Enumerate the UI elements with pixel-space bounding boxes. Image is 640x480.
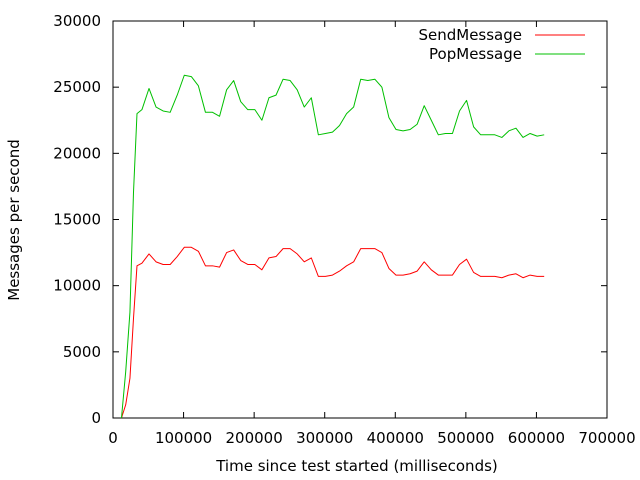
y-tick-label: 25000 [53, 78, 101, 96]
series-line-popmessage [120, 74, 545, 419]
legend: SendMessage PopMessage [418, 26, 585, 63]
y-tick-label: 15000 [53, 211, 101, 229]
series-line-sendmessage [120, 246, 545, 419]
x-axis-title: Time since test started (milliseconds) [215, 457, 498, 475]
series-lines [120, 74, 545, 419]
x-tick-label: 600000 [508, 429, 565, 447]
x-tick-label: 400000 [367, 429, 424, 447]
x-tick-label: 0 [108, 429, 118, 447]
axis-tick-labels: 0 100000 200000 300000 400000 500000 600000 700… [53, 12, 635, 447]
x-tick-label: 100000 [155, 429, 212, 447]
axis-ticks [112, 20, 608, 419]
y-tick-label: 30000 [53, 12, 101, 30]
y-tick-label: 5000 [63, 343, 101, 361]
y-tick-label: 20000 [53, 144, 101, 162]
x-tick-label: 300000 [296, 429, 353, 447]
legend-label-popmessage: PopMessage [429, 45, 522, 63]
y-axis-title: Messages per second [5, 139, 23, 301]
y-tick-label: 10000 [53, 277, 101, 295]
y-tick-label: 0 [91, 409, 101, 427]
x-tick-label: 700000 [578, 429, 635, 447]
legend-label-sendmessage: SendMessage [418, 26, 522, 44]
x-tick-label: 200000 [226, 429, 283, 447]
x-tick-label: 500000 [437, 429, 494, 447]
